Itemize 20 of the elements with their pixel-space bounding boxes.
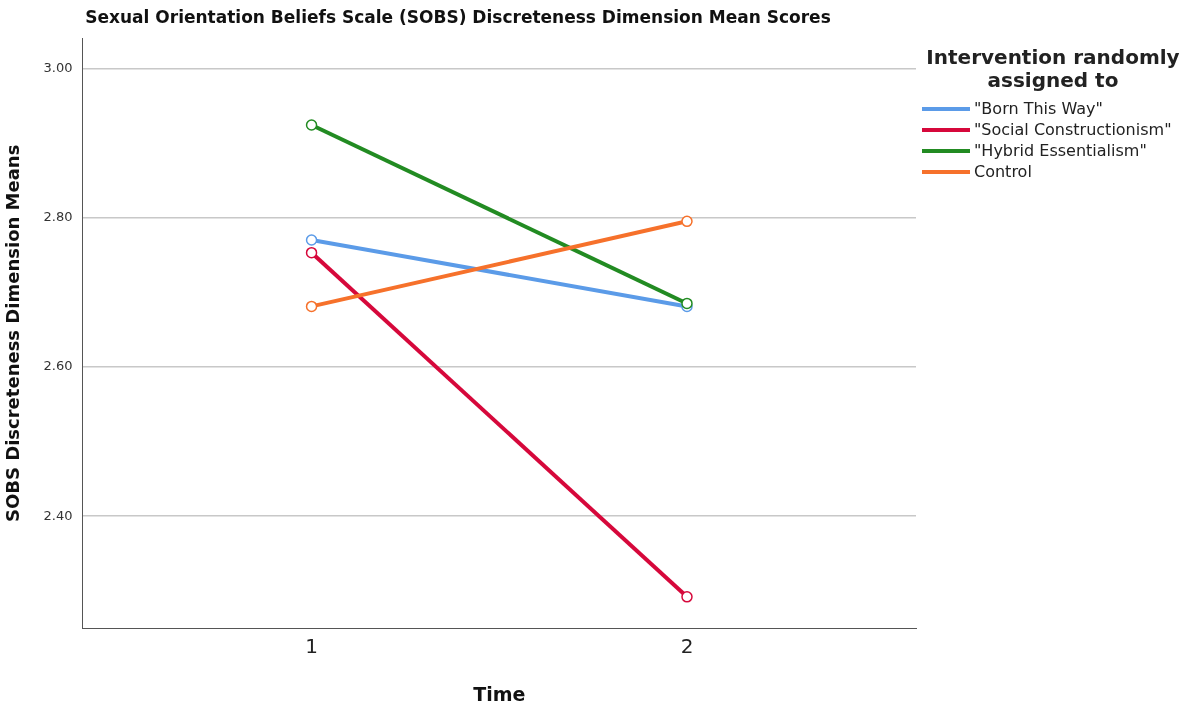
legend-label: "Social Constructionism"	[974, 120, 1172, 139]
x-tick-label: 2	[680, 634, 694, 659]
point	[681, 215, 693, 228]
point	[305, 119, 318, 131]
point	[305, 300, 318, 313]
y-axis-title: SOBS Discreteness Dimension Means	[2, 144, 24, 522]
legend-label: "Born This Way"	[974, 99, 1103, 118]
y-tick-label: 2.40	[43, 507, 73, 523]
chart-title: Sexual Orientation Beliefs Scale (SOBS) Discreteness Dimension Mean Scores	[85, 6, 831, 27]
point	[305, 246, 318, 259]
legend-label: "Hybrid Essentialism"	[974, 141, 1147, 160]
x-axis-title: Time	[473, 682, 526, 705]
point	[305, 234, 318, 246]
legend-label: Control	[974, 162, 1032, 181]
x-tick-label: 1	[305, 634, 318, 659]
y-tick-label: 2.80	[43, 208, 73, 224]
y-tick-label: 2.60	[43, 358, 73, 374]
legend-title: Intervention randomly assigned to	[925, 45, 1181, 92]
y-tick-label: 3.00	[43, 59, 73, 75]
point	[681, 591, 693, 603]
